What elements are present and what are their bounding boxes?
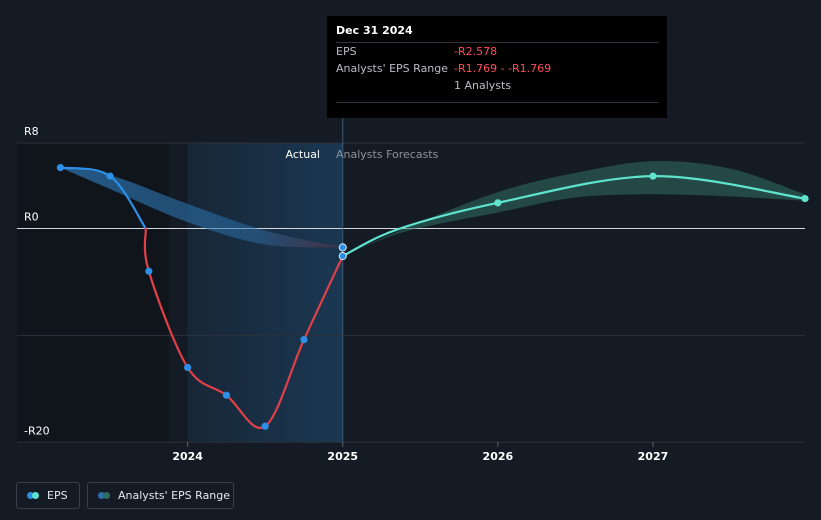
y-tick-label: R8 bbox=[24, 125, 39, 138]
tooltip-range-value: -R1.769 - -R1.769 bbox=[454, 62, 552, 75]
tooltip-range-label: Analysts' EPS Range bbox=[336, 62, 449, 75]
plot-left-shade bbox=[17, 143, 169, 442]
eps-data-point bbox=[338, 252, 347, 261]
eps-swatch-teal bbox=[32, 492, 39, 499]
range-swatch-icon bbox=[98, 492, 110, 499]
eps-data-point bbox=[106, 172, 114, 180]
eps-data-point bbox=[801, 194, 809, 203]
legend-range-button[interactable]: Analysts' EPS Range bbox=[87, 482, 234, 509]
tooltip-divider bbox=[336, 102, 659, 103]
y-tick-label: -R20 bbox=[24, 424, 50, 437]
x-tick-label: 2024 bbox=[172, 450, 203, 463]
tooltip-spacer bbox=[336, 77, 454, 94]
eps-data-point bbox=[300, 336, 308, 344]
tooltip-analysts: 1 Analysts bbox=[454, 79, 512, 92]
eps-data-point bbox=[145, 267, 153, 275]
tooltip: Dec 31 2024 EPS -R2.578 Analysts' EPS Ra… bbox=[327, 16, 667, 118]
range-band-forecast bbox=[342, 161, 805, 257]
eps-data-point bbox=[184, 363, 192, 372]
actual-label: Actual bbox=[286, 148, 320, 161]
legend-range-label: Analysts' EPS Range bbox=[118, 489, 231, 502]
eps-data-point bbox=[338, 243, 347, 252]
eps-data-point bbox=[222, 391, 231, 399]
eps-data-point bbox=[56, 163, 65, 172]
eps-swatch-blue bbox=[27, 492, 34, 499]
x-tick-label: 2027 bbox=[638, 450, 669, 463]
eps-data-point bbox=[649, 172, 657, 180]
range-band-past bbox=[60, 167, 343, 248]
forecast-label: Analysts Forecasts bbox=[336, 148, 439, 161]
x-tick-label: 2025 bbox=[327, 450, 358, 463]
eps-data-point bbox=[494, 199, 502, 207]
tooltip-eps-label: EPS bbox=[336, 45, 357, 58]
tooltip-date: Dec 31 2024 bbox=[336, 24, 413, 37]
x-tick-label: 2026 bbox=[483, 450, 514, 463]
eps-data-point bbox=[261, 422, 269, 430]
legend-eps-label: EPS bbox=[47, 489, 68, 502]
eps-series-line bbox=[341, 175, 807, 258]
tooltip-eps-value: -R2.578 bbox=[454, 45, 498, 58]
legend-eps-button[interactable]: EPS bbox=[16, 482, 80, 509]
eps-swatch-icon bbox=[27, 492, 39, 499]
range-swatch-blue bbox=[98, 492, 105, 499]
actual-period-shade bbox=[187, 143, 343, 442]
y-tick-label: R0 bbox=[24, 211, 39, 224]
range-swatch-teal bbox=[103, 492, 110, 499]
